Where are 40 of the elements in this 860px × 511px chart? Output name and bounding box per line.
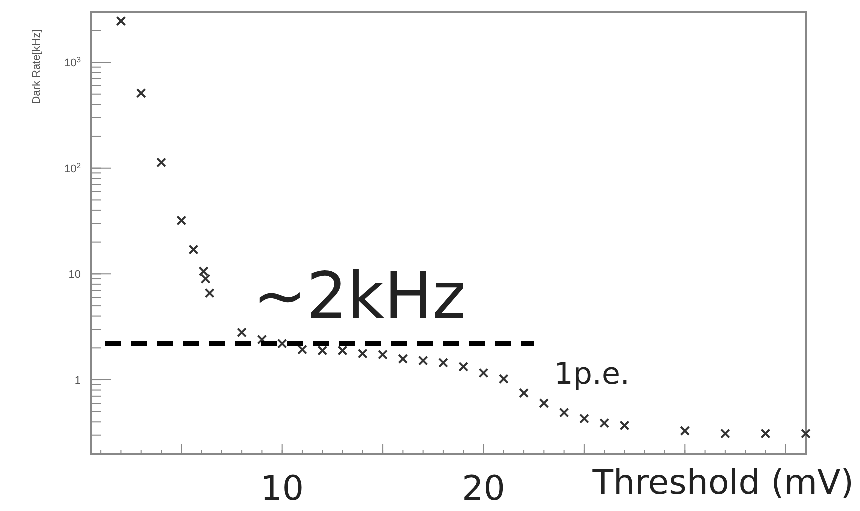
point xyxy=(720,428,730,439)
y-tick-label: 10$^{3}$ xyxy=(64,55,81,70)
y-axis-title: Dark Rate[kHz] xyxy=(31,30,43,104)
point xyxy=(801,428,811,439)
point xyxy=(539,398,550,408)
point xyxy=(338,346,348,356)
point xyxy=(136,88,146,98)
x-tick-label: 20 xyxy=(462,469,506,509)
point xyxy=(198,266,209,276)
y-tick-label: 10$^{2}$ xyxy=(64,160,81,176)
point xyxy=(600,418,610,428)
point xyxy=(176,216,187,226)
point xyxy=(559,408,570,418)
point xyxy=(358,348,368,359)
point xyxy=(204,288,215,298)
point xyxy=(680,426,690,436)
point xyxy=(579,414,590,424)
point xyxy=(519,388,530,398)
point xyxy=(237,328,248,338)
point xyxy=(378,350,388,360)
point xyxy=(188,244,199,255)
annotation: 1p.e. xyxy=(554,357,630,392)
y-tick-label: 10 xyxy=(68,269,81,282)
y-tick-label: 1 xyxy=(74,375,81,388)
point xyxy=(760,428,771,439)
point xyxy=(438,358,448,368)
point xyxy=(156,158,166,168)
point xyxy=(297,344,308,355)
point xyxy=(458,362,469,372)
point xyxy=(277,338,288,349)
point xyxy=(620,420,630,431)
x-axis-title: Threshold (mV) xyxy=(592,463,854,503)
point xyxy=(116,16,126,26)
point xyxy=(498,374,509,384)
point xyxy=(398,354,408,364)
ref-line-label: ~2kHz xyxy=(253,260,466,334)
point xyxy=(478,368,489,378)
point xyxy=(200,274,211,284)
point xyxy=(418,356,428,366)
point xyxy=(318,346,328,356)
